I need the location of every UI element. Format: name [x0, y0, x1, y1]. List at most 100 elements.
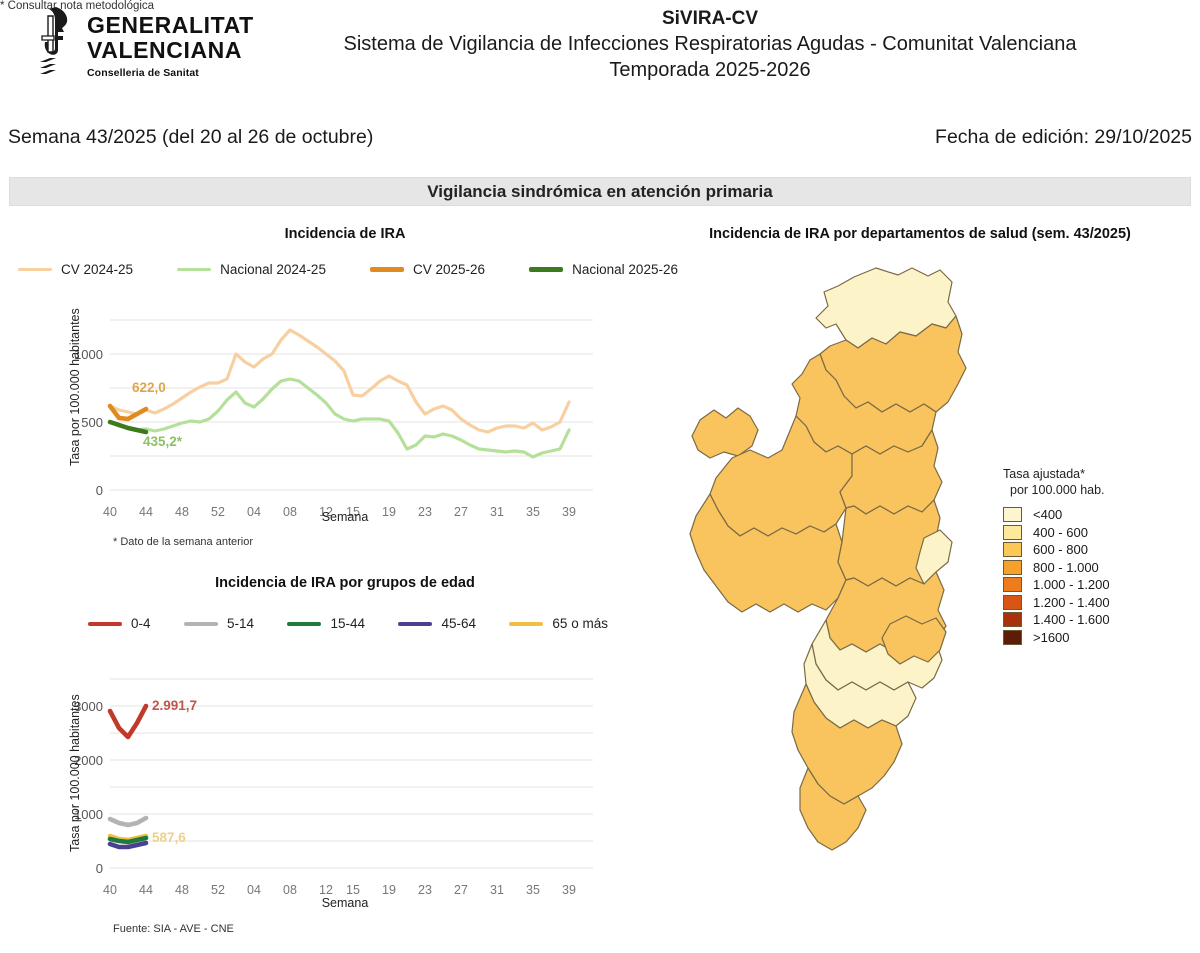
legend-item-0-4[interactable]: 0-4	[88, 616, 151, 631]
map-legend: Tasa ajustada* por 100.000 hab. <400 400…	[1003, 466, 1193, 646]
series-5-14	[107, 815, 149, 828]
chart1-gridlines	[110, 319, 593, 491]
map-legend-label: 1.400 - 1.600	[1033, 612, 1110, 628]
map-legend-title-line2: por 100.000 hab.	[1010, 483, 1105, 497]
legend-item-15-44[interactable]: 15-44	[287, 616, 365, 631]
legend-label: CV 2024-25	[61, 262, 134, 277]
map-legend-label: 800 - 1.000	[1033, 559, 1099, 575]
edition-date-label: Fecha de edición: 29/10/2025	[935, 126, 1192, 148]
map-region-alicante-costa[interactable]	[881, 615, 947, 665]
gva-shield-icon	[40, 7, 68, 74]
series-cv-2025-26	[107, 403, 149, 422]
svg-text:23: 23	[418, 505, 432, 519]
legend-item-65-o-mas[interactable]: 65 o más	[509, 616, 608, 631]
svg-text:12: 12	[319, 505, 333, 519]
svg-text:08: 08	[283, 883, 297, 897]
chart2-legend: 0-4 5-14 15-44 45-64 65 o más	[88, 616, 608, 631]
map-legend-row[interactable]: 1.400 - 1.600	[1003, 611, 1193, 629]
logo-line-2: VALENCIANA	[87, 37, 243, 63]
app-title: SiVIRA-CV	[661, 8, 759, 29]
chart1-footnote: * Dato de la semana anterior	[113, 536, 254, 548]
chart-incidencia-ira-edad: 0 1000 2000 3000 2.991,7 587,6 40 44 48 …	[48, 660, 608, 930]
legend-swatch-icon	[398, 621, 433, 626]
map-legend-swatch-icon	[1003, 612, 1022, 628]
map-legend-label: 1.200 - 1.400	[1033, 594, 1110, 610]
legend-swatch-icon	[509, 621, 544, 626]
svg-text:3000: 3000	[74, 699, 103, 714]
map-legend-swatch-icon	[1003, 594, 1022, 610]
map-legend-row[interactable]: 400 - 600	[1003, 524, 1193, 542]
legend-item-cv-2024-25[interactable]: CV 2024-25	[18, 262, 133, 277]
svg-text:15: 15	[346, 883, 360, 897]
map-comunitat-valenciana[interactable]	[640, 250, 1040, 920]
map-legend-swatch-icon	[1003, 507, 1022, 523]
title-block: SiVIRA-CV Sistema de Vigilancia de Infec…	[260, 7, 1160, 84]
page-header: GENERALITAT VALENCIANA Conselleria de Sa…	[0, 0, 1200, 108]
map-legend-label: <400	[1033, 507, 1063, 523]
legend-item-cv-2025-26[interactable]: CV 2025-26	[370, 262, 485, 277]
map-region-enclave[interactable]	[691, 407, 759, 459]
svg-text:04: 04	[247, 505, 261, 519]
chart2-footnote: Fuente: SIA - AVE - CNE	[113, 923, 234, 935]
map-legend-row[interactable]: 800 - 1.000	[1003, 559, 1193, 577]
svg-text:27: 27	[454, 505, 468, 519]
chart2-annotation-65: 587,6	[152, 830, 186, 845]
legend-label: Nacional 2025-26	[572, 262, 678, 277]
chart2-x-axis-title: Semana	[321, 896, 369, 910]
map-legend-row[interactable]: 1.200 - 1.400	[1003, 594, 1193, 612]
svg-text:35: 35	[526, 883, 540, 897]
map-footnote: * Consultar nota metodológica	[0, 0, 155, 12]
map-legend-row[interactable]: >1600	[1003, 629, 1193, 647]
app-subtitle: Sistema de Vigilancia de Infecciones Res…	[343, 33, 1077, 55]
gva-logo: GENERALITAT VALENCIANA Conselleria de Sa…	[34, 6, 254, 79]
series-cv-2024-25	[108, 328, 571, 434]
legend-label: 15-44	[330, 616, 365, 631]
svg-text:35: 35	[526, 505, 540, 519]
logo-subtitle: Conselleria de Sanitat	[87, 67, 199, 79]
map-legend-label: >1600	[1033, 629, 1070, 645]
chart2-ytick-labels: 0 1000 2000 3000	[74, 699, 103, 876]
series-45-64	[107, 840, 149, 850]
svg-text:1000: 1000	[74, 347, 103, 362]
map-legend-row[interactable]: 600 - 800	[1003, 541, 1193, 559]
svg-text:0: 0	[96, 483, 103, 498]
series-0-4	[107, 703, 149, 740]
chart1-annotation-cv: 622,0	[132, 380, 166, 395]
chart1-legend: CV 2024-25 Nacional 2024-25 CV 2025-26 N…	[18, 262, 678, 277]
chart1-ytick-labels: 0 500 1000	[74, 347, 103, 498]
legend-swatch-icon	[177, 267, 212, 272]
legend-item-45-64[interactable]: 45-64	[398, 616, 476, 631]
map-region-vega-baja[interactable]	[791, 683, 903, 805]
series-nacional-2025-26	[107, 419, 149, 435]
chart2-gridlines	[110, 678, 593, 869]
legend-swatch-icon	[287, 621, 322, 626]
map-legend-title: Tasa ajustada* por 100.000 hab.	[1003, 466, 1193, 498]
map-legend-row[interactable]: <400	[1003, 506, 1193, 524]
legend-item-5-14[interactable]: 5-14	[183, 616, 254, 631]
svg-text:19: 19	[382, 883, 396, 897]
legend-label: 65 o más	[552, 616, 608, 631]
svg-text:39: 39	[562, 505, 576, 519]
svg-text:48: 48	[175, 883, 189, 897]
section-banner: Vigilancia sindrómica en atención primar…	[9, 177, 1191, 206]
map-title: Incidencia de IRA por departamentos de s…	[709, 226, 1131, 242]
svg-text:44: 44	[139, 883, 153, 897]
legend-item-nacional-2025-26[interactable]: Nacional 2025-26	[529, 262, 678, 277]
legend-swatch-icon	[88, 621, 122, 626]
map-region-alicante-sur-tip[interactable]	[799, 767, 867, 851]
svg-text:2000: 2000	[74, 753, 103, 768]
series-15-44	[107, 835, 149, 845]
map-legend-row[interactable]: 1.000 - 1.200	[1003, 576, 1193, 594]
app-season: Temporada 2025-2026	[609, 59, 811, 81]
series-nacional-2024-25	[108, 377, 571, 459]
legend-item-nacional-2024-25[interactable]: Nacional 2024-25	[177, 262, 326, 277]
legend-label: 0-4	[131, 616, 151, 631]
chart2-xtick-labels: 40 44 48 52 04 08 12 15 19 23 27 31 35 3…	[103, 883, 576, 897]
svg-text:1000: 1000	[74, 807, 103, 822]
map-legend-label: 1.000 - 1.200	[1033, 577, 1110, 593]
svg-text:31: 31	[490, 883, 504, 897]
svg-text:40: 40	[103, 505, 117, 519]
chart2-title: Incidencia de IRA por grupos de edad	[215, 575, 475, 591]
legend-swatch-icon	[183, 621, 218, 626]
chart1-annotation-nacional: 435,2*	[143, 434, 183, 449]
